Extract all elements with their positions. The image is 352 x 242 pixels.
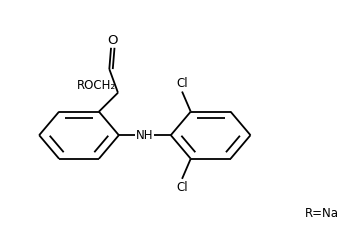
Text: O: O <box>107 34 118 47</box>
Text: NH: NH <box>136 129 153 142</box>
Text: R=Na: R=Na <box>305 207 339 220</box>
Text: Cl: Cl <box>176 181 188 194</box>
Text: Cl: Cl <box>176 77 188 90</box>
Text: ROCH₂: ROCH₂ <box>77 79 116 91</box>
